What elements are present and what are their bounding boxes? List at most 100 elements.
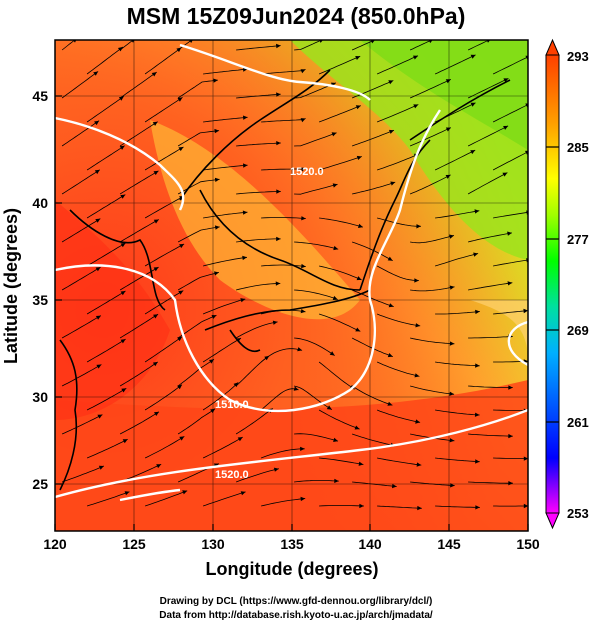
streamline-arrowhead [358, 223, 363, 228]
streamline-arrowhead [276, 43, 281, 49]
streamline-arrowhead [503, 78, 509, 83]
streamline-arrowhead [151, 72, 157, 77]
streamline [319, 457, 364, 465]
streamline-arrowhead [178, 147, 184, 152]
streamline-arrowhead [273, 467, 279, 472]
streamline-arrowhead [118, 96, 124, 101]
streamline [203, 68, 248, 75]
streamline [203, 164, 248, 171]
streamline-arrowhead [332, 295, 338, 300]
streamline [493, 211, 528, 219]
streamline-arrowhead [331, 132, 337, 137]
streamline [177, 79, 218, 99]
streamline [144, 490, 188, 507]
streamline-arrowhead [240, 298, 246, 303]
x-axis-label: Longitude (degrees) [205, 559, 378, 579]
streamline-arrowhead [94, 120, 100, 126]
streamline [294, 289, 338, 300]
y-axis-label: Latitude (degrees) [1, 208, 21, 364]
streamline [318, 409, 360, 430]
streamline [144, 384, 183, 411]
colorbar-tick-label: 277 [567, 232, 589, 247]
streamline-arrowhead [507, 231, 512, 236]
colorbar-tick-label: 285 [567, 140, 589, 155]
streamline-arrowhead [182, 490, 188, 495]
streamline [376, 55, 419, 75]
streamline-arrowhead [177, 97, 183, 102]
colorbar-tick-label: 261 [567, 415, 589, 430]
streamline [261, 498, 306, 507]
streamline [318, 361, 355, 390]
streamline-arrowhead [120, 291, 126, 296]
streamline [236, 283, 281, 291]
streamline [203, 256, 248, 267]
streamline-arrowhead [117, 47, 123, 52]
streamline-arrowhead [214, 128, 220, 134]
streamline-arrowhead [413, 104, 419, 109]
streamline-arrowhead [470, 150, 476, 155]
streamline [202, 491, 246, 507]
streamline [376, 313, 421, 327]
streamline [261, 217, 306, 219]
streamline-arrowhead [475, 363, 480, 368]
streamline-arrowhead [276, 189, 281, 194]
streamline-arrowhead [470, 102, 476, 107]
x-tick-label: 140 [358, 536, 382, 552]
streamline-arrowhead [445, 127, 451, 132]
streamline [61, 169, 101, 195]
streamline [377, 217, 421, 227]
streamline [260, 448, 305, 459]
streamline-arrowhead [300, 69, 306, 74]
streamline-arrowhead [272, 320, 278, 325]
streamline [294, 132, 337, 147]
streamline [86, 46, 124, 75]
streamline-arrowhead [334, 478, 339, 483]
streamline-arrowhead [392, 483, 397, 489]
streamline-arrowhead [333, 437, 338, 442]
streamline-arrowhead [445, 79, 451, 84]
streamline-arrowhead [387, 353, 393, 358]
x-tick-label: 120 [43, 536, 67, 552]
streamline [376, 409, 421, 423]
streamline-arrowhead [152, 121, 158, 126]
streamline-arrowhead [122, 439, 128, 444]
streamline-arrowhead [177, 336, 183, 342]
streamline-arrowhead [414, 278, 419, 283]
streamline [202, 382, 239, 411]
x-tick-label: 150 [516, 536, 540, 552]
streamline [467, 40, 489, 51]
streamline [294, 183, 338, 195]
streamline-arrowhead [502, 172, 508, 177]
streamline-arrowhead [176, 47, 182, 53]
streamline-arrowhead [300, 118, 306, 123]
streamline [235, 468, 279, 483]
streamline [86, 290, 126, 315]
streamline [119, 71, 157, 99]
streamline-arrowhead [242, 67, 248, 72]
streamline [261, 69, 306, 75]
streamline-arrowhead [95, 267, 101, 272]
streamline [409, 174, 451, 195]
streamline [351, 241, 393, 262]
streamline-arrowhead [156, 464, 162, 469]
streamline [319, 217, 364, 228]
streamline-arrowhead [330, 82, 336, 87]
streamline [376, 104, 419, 123]
streamline-arrowhead [214, 225, 220, 230]
streamline-arrowhead [97, 414, 103, 419]
streamline-arrowhead [210, 408, 216, 414]
streamline-arrowhead [243, 115, 248, 120]
streamline [236, 93, 281, 99]
streamline [435, 210, 480, 219]
streamline [294, 385, 333, 410]
streamline [493, 259, 528, 267]
streamline-arrowhead [179, 436, 185, 441]
streamline [177, 178, 220, 195]
streamline [351, 80, 394, 99]
streamline [61, 465, 105, 483]
streamline [351, 129, 395, 147]
streamline [260, 388, 299, 411]
streamline [261, 264, 306, 267]
streamline-arrowhead [413, 55, 418, 60]
streamline [409, 127, 452, 147]
